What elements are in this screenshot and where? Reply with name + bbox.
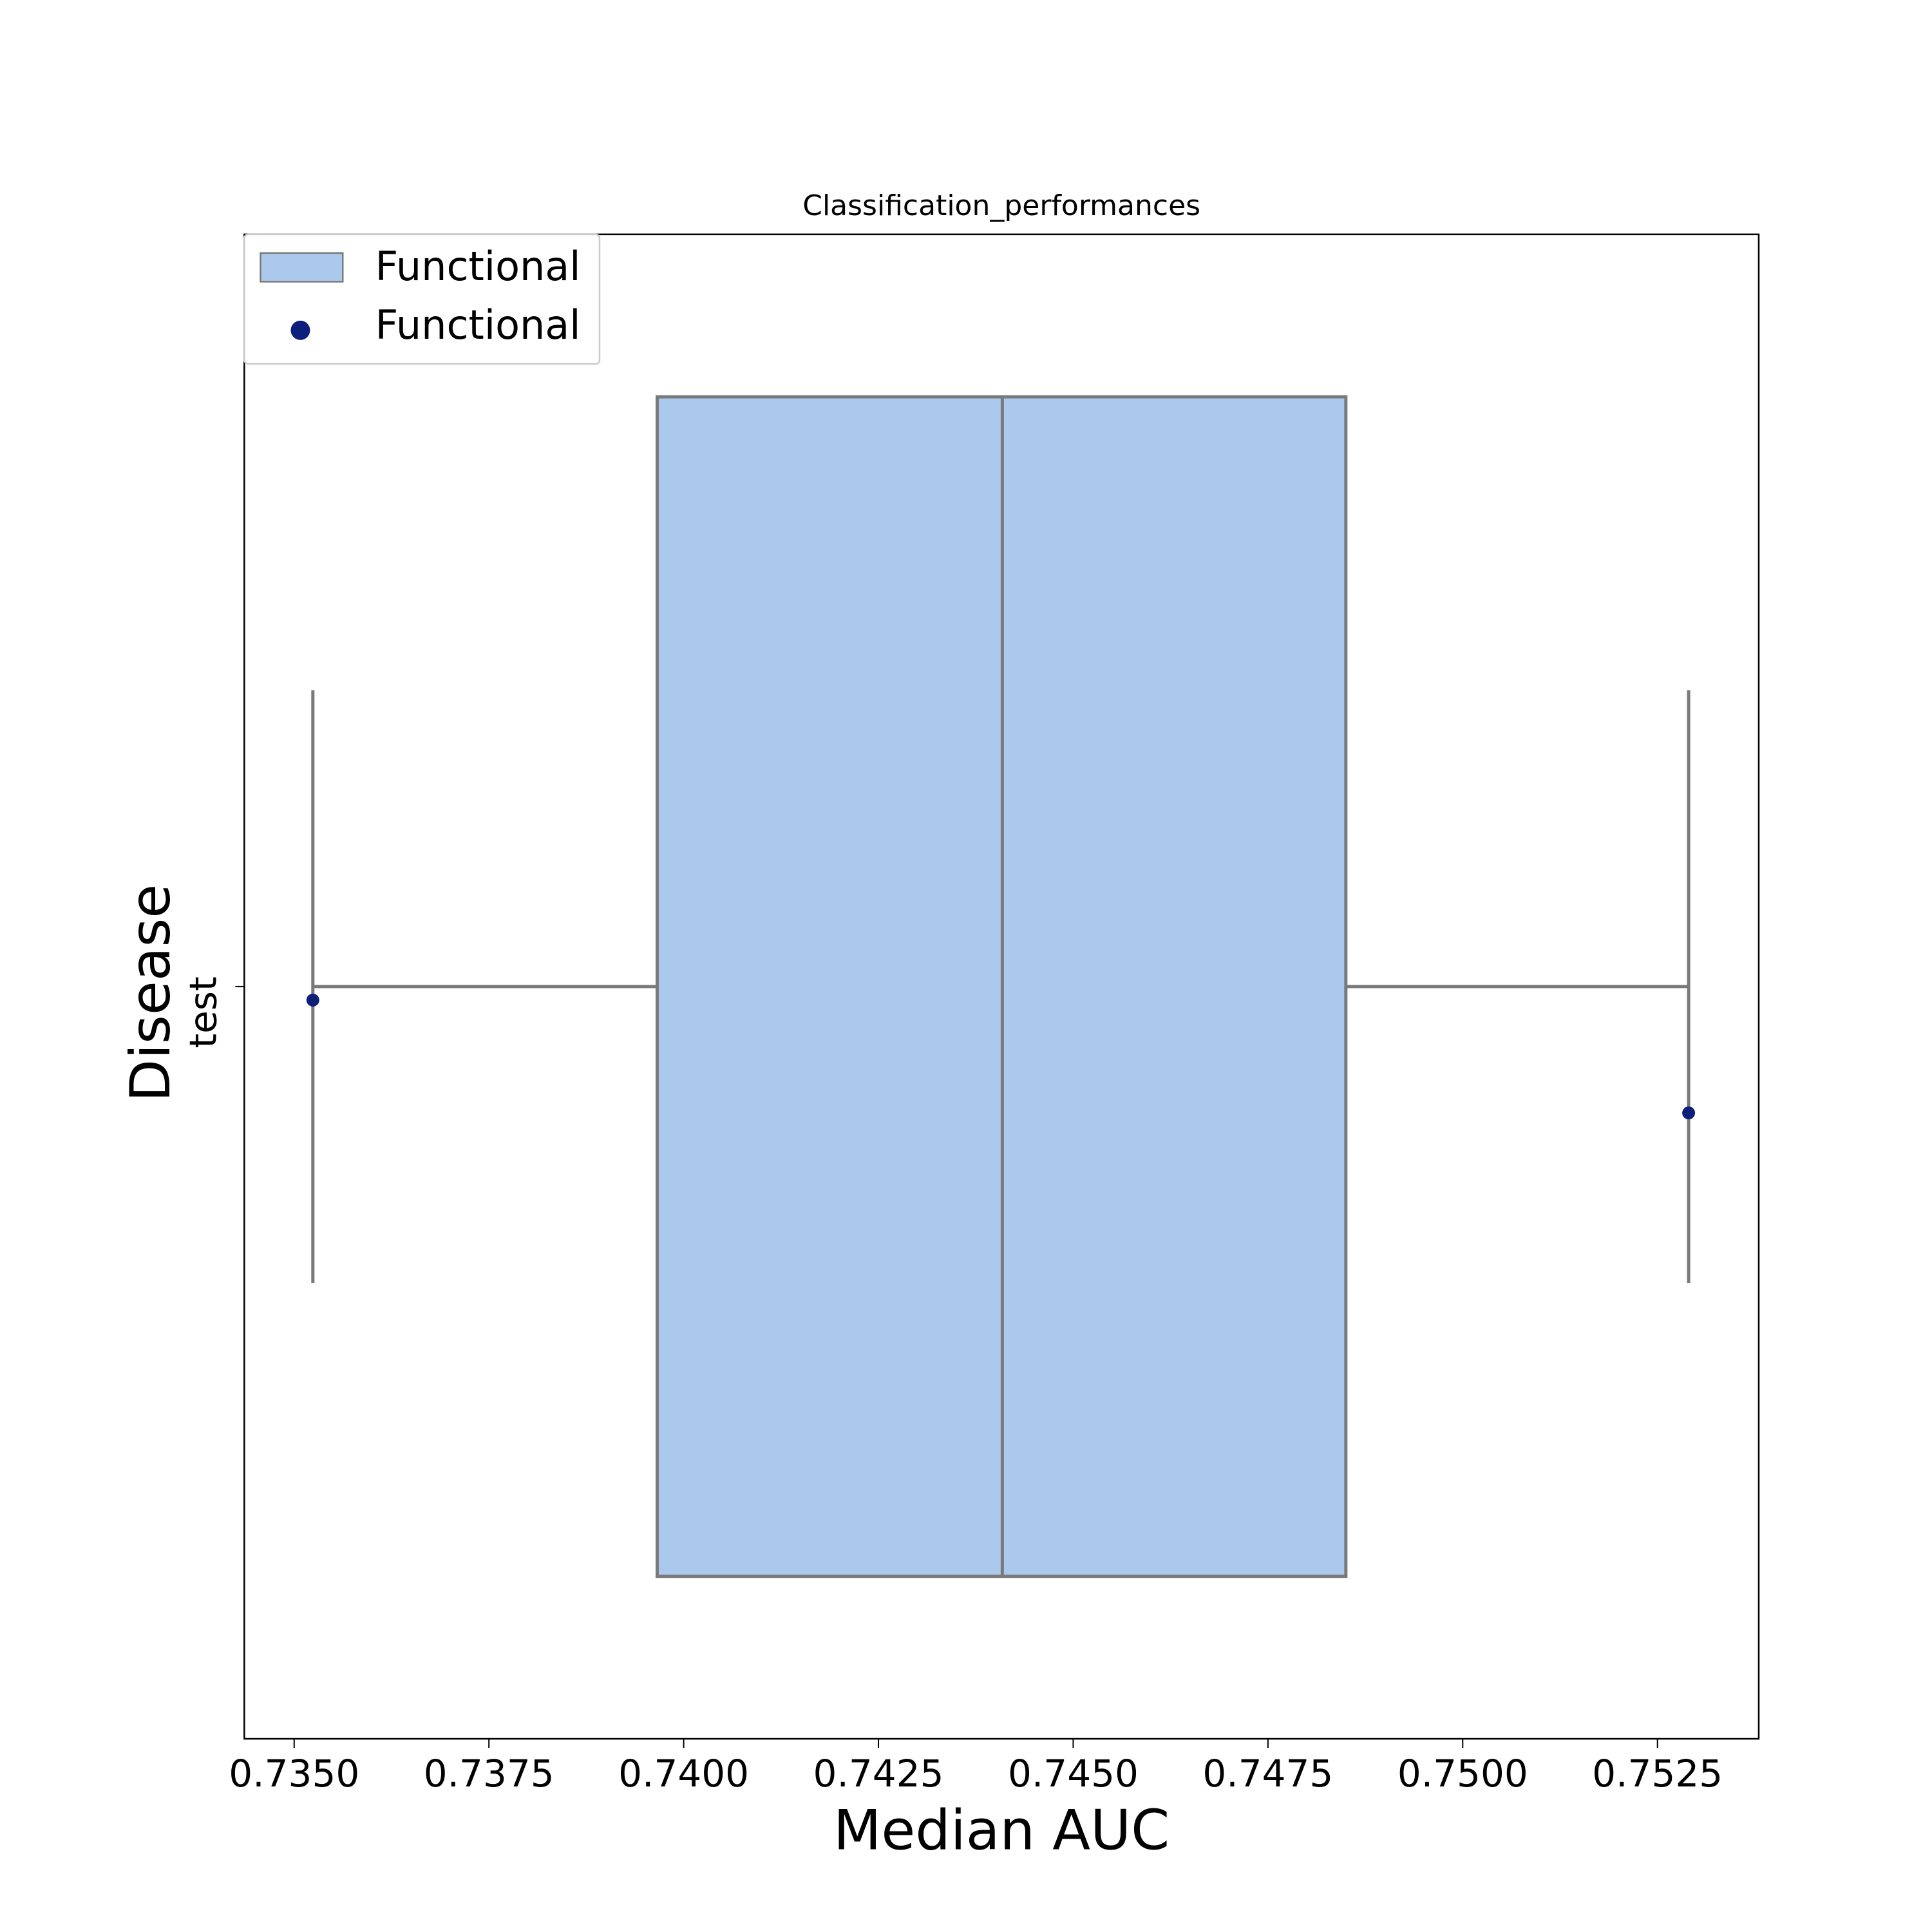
legend-swatch xyxy=(260,252,344,283)
y-tick-label: test xyxy=(181,976,225,1048)
x-tick-label: 0.7350 xyxy=(229,1752,359,1795)
x-tick-label: 0.7500 xyxy=(1397,1752,1528,1795)
legend-marker xyxy=(290,320,310,340)
x-tick-label: 0.7400 xyxy=(618,1752,749,1795)
x-tick-label: 0.7475 xyxy=(1202,1752,1333,1795)
x-tick-label: 0.7375 xyxy=(424,1752,554,1795)
y-axis-label: Disease xyxy=(118,884,183,1102)
x-tick-label: 0.7425 xyxy=(813,1752,944,1795)
x-axis-label: Median AUC xyxy=(833,1798,1170,1862)
point xyxy=(306,993,319,1007)
legend-label: Functional xyxy=(375,301,581,348)
chart-title: Classification_performances xyxy=(802,189,1200,222)
x-tick-label: 0.7450 xyxy=(1008,1752,1139,1795)
x-tick-label: 0.7525 xyxy=(1592,1752,1723,1795)
point xyxy=(1682,1106,1696,1120)
legend-label: Functional xyxy=(375,243,581,290)
plot-frame xyxy=(243,233,1760,1740)
